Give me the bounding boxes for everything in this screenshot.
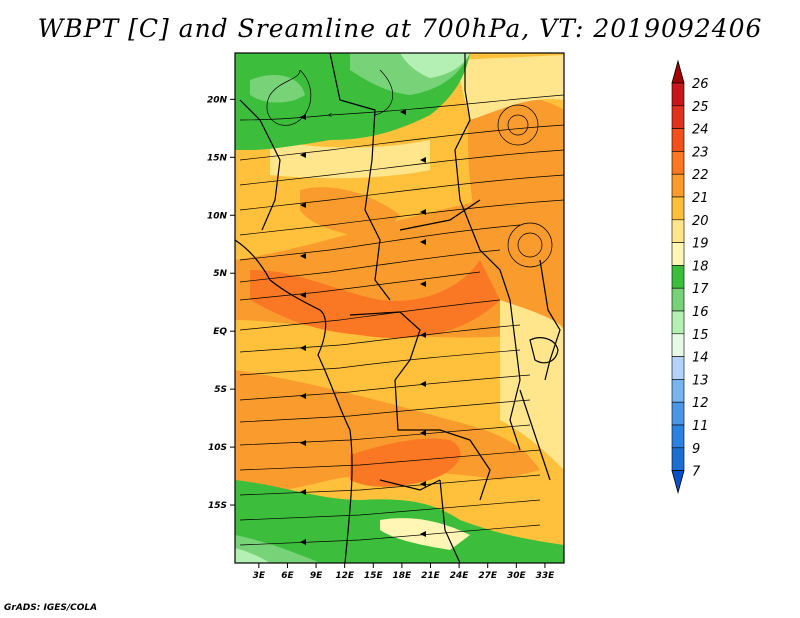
- chart-title: WBPT [C] and Sreamline at 700hPa, VT: 20…: [37, 14, 763, 43]
- colorbar-segment: [671, 356, 685, 380]
- lon-tick-label: 18E: [393, 571, 413, 581]
- colorbar-top-arrow: [671, 59, 685, 84]
- latitude-axis: 20N 15N 10N 5N EQ 5S 10S 15S: [207, 95, 235, 511]
- streamlines: [239, 69, 564, 546]
- lat-tick-label: EQ: [213, 327, 227, 337]
- lon-tick-label: 15E: [364, 571, 384, 581]
- colorbar-level-label: 21: [692, 191, 709, 206]
- colorbar-segment: [671, 173, 685, 198]
- colorbar-segment: [671, 287, 685, 312]
- colorbar-segment: [671, 242, 685, 266]
- colorbar-level-label: 18: [692, 259, 709, 274]
- lon-tick-label: 3E: [253, 571, 266, 581]
- colorbar-segment: [671, 265, 685, 289]
- colorbar-level-label: 16: [692, 305, 709, 320]
- lat-tick-label: 15N: [207, 153, 228, 163]
- lat-tick-label: 5N: [213, 269, 227, 279]
- colorbar-level-label: 22: [692, 168, 709, 183]
- lon-tick-label: 12E: [335, 571, 355, 581]
- colorbar-level-label: 12: [692, 396, 709, 411]
- colorbar-level-label: 11: [692, 419, 709, 434]
- colorbar-segment: [671, 379, 685, 403]
- colorbar: 26 25 24 23 22 21 20 19 18 17 16 15 14 13 12 11 9 7: [671, 59, 709, 495]
- colorbar-level-label: 17: [692, 282, 709, 297]
- colorbar-level-label: 25: [692, 100, 709, 115]
- lon-tick-label: 9E: [310, 571, 323, 581]
- colorbar-segment: [671, 333, 685, 357]
- lat-tick-label: 5S: [214, 385, 227, 395]
- lat-tick-label: 15S: [208, 501, 227, 511]
- lon-tick-label: 30E: [507, 571, 527, 581]
- colorbar-level-label: 24: [692, 123, 709, 138]
- colorbar-level-label: 9: [692, 442, 700, 457]
- lon-tick-label: 27E: [478, 571, 498, 581]
- colorbar-segment: [671, 105, 685, 129]
- country-borders: [235, 53, 561, 563]
- colorbar-level-label: 7: [692, 465, 701, 480]
- colorbar-segment: [671, 82, 685, 107]
- colorbar-level-label: 15: [692, 328, 709, 343]
- streamline-arrows: [300, 109, 426, 545]
- lat-tick-label: 10N: [207, 211, 228, 221]
- wbpt-map: [235, 53, 564, 563]
- colorbar-segment: [671, 424, 685, 449]
- colorbar-segment: [671, 151, 685, 175]
- colorbar-level-label: 23: [692, 145, 709, 160]
- colorbar-level-label: 20: [692, 214, 709, 229]
- colorbar-segment: [671, 196, 685, 221]
- colorbar-segment: [671, 447, 685, 471]
- colorbar-level-label: 14: [692, 351, 709, 366]
- colorbar-segment: [671, 128, 685, 152]
- colorbar-segment: [671, 401, 685, 426]
- colorbar-bottom-arrow: [671, 470, 685, 495]
- colorbar-level-label: 13: [692, 373, 709, 388]
- lon-tick-label: 33E: [536, 571, 556, 581]
- grads-credit: GrADS: IGES/COLA: [4, 603, 98, 613]
- colorbar-level-label: 26: [692, 77, 709, 92]
- colorbar-level-label: 19: [692, 237, 709, 252]
- lon-tick-label: 6E: [281, 571, 294, 581]
- colorbar-segment: [671, 219, 685, 243]
- lon-tick-label: 24E: [450, 571, 470, 581]
- lon-tick-label: 21E: [421, 571, 441, 581]
- map-frame: [234, 52, 565, 564]
- colorbar-segment: [671, 310, 685, 335]
- lat-tick-label: 10S: [208, 443, 227, 453]
- longitude-axis: 3E 6E 9E 12E 15E 18E 21E 24E 27E 30E 33E: [253, 563, 555, 581]
- lat-tick-label: 20N: [207, 95, 228, 105]
